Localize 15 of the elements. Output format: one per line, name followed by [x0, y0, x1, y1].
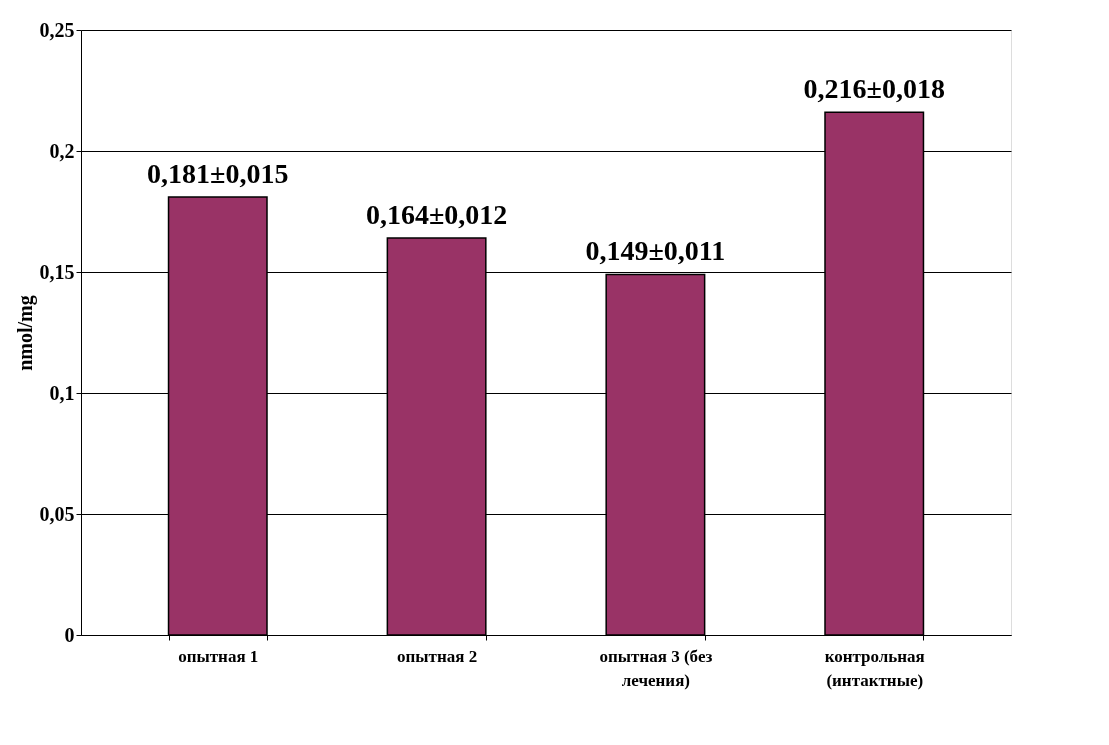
data-label: 0,181±0,015 [147, 157, 289, 189]
data-label: 0,149±0,011 [585, 235, 726, 267]
y-tick-label: 0 [64, 623, 75, 646]
x-tick-label: контрольная (интактные) [824, 646, 925, 690]
data-label: 0,216±0,018 [803, 73, 945, 105]
y-tick-label: 0,25 [39, 18, 75, 41]
y-tick-label: 0,2 [49, 139, 75, 162]
y-axis-title: nmol/mg [13, 295, 37, 371]
y-tick-label: 0,1 [49, 381, 75, 404]
x-tick-label: опытная 3 (без лечения) [599, 646, 713, 690]
y-tick-label: 0,15 [39, 260, 75, 283]
y-tick-label: 0,05 [39, 502, 75, 525]
data-label: 0,164±0,012 [365, 199, 508, 231]
x-tick-label: опытная 1 [178, 646, 259, 666]
x-tick-label: опытная 2 [397, 646, 478, 666]
